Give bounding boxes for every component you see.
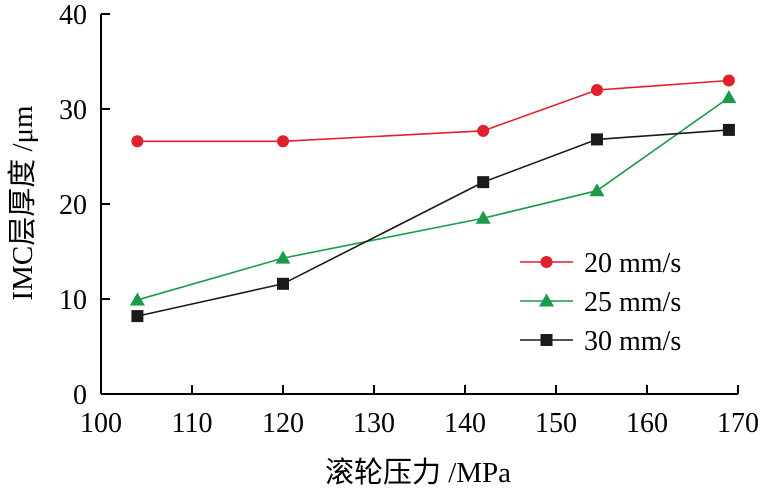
data-point <box>129 292 145 306</box>
series-3 <box>131 123 735 323</box>
legend-label: 20 mm/s <box>584 248 681 279</box>
plot-axes: 0 10 20 30 40 100 110 120 130 140 150 160 170 <box>59 0 759 439</box>
series-line <box>137 79 729 143</box>
legend-marker <box>539 293 554 307</box>
x-tick-label: 160 <box>626 408 668 439</box>
legend-label: 30 mm/s <box>584 326 681 357</box>
data-point <box>477 124 490 137</box>
y-axis-title: IMC层厚度 /μm <box>6 105 39 301</box>
legend-item: 25 mm/s <box>520 287 681 318</box>
data-point <box>721 90 737 104</box>
x-tick-label: 100 <box>80 408 122 439</box>
legend-marker <box>540 256 553 268</box>
data-point <box>589 183 605 197</box>
legend: 20 mm/s 25 mm/s 30 mm/s <box>520 248 681 357</box>
data-point <box>722 123 735 136</box>
legend-label: 25 mm/s <box>584 287 681 318</box>
series-2 <box>129 90 737 306</box>
data-point <box>722 74 735 87</box>
x-axis-title: 滚轮压力 /MPa <box>325 456 511 489</box>
data-point <box>475 210 491 224</box>
y-tick-label: 10 <box>59 285 87 316</box>
x-tick-label: 150 <box>535 408 577 439</box>
data-point <box>131 310 144 323</box>
series-layer <box>129 74 737 323</box>
y-tick-label: 0 <box>73 380 87 411</box>
x-tick-label: 130 <box>353 408 395 439</box>
data-point <box>590 84 603 96</box>
y-tick-label: 30 <box>59 95 87 126</box>
series-1 <box>131 74 735 148</box>
data-point <box>590 133 603 146</box>
x-tick-label: 120 <box>262 408 304 439</box>
x-tick-label: 140 <box>444 408 486 439</box>
y-tick-label: 40 <box>59 0 87 31</box>
x-tick-label: 110 <box>172 408 213 439</box>
data-point <box>131 135 144 148</box>
legend-marker <box>540 334 553 346</box>
data-point <box>277 135 289 148</box>
data-point <box>477 176 490 189</box>
y-tick-label: 20 <box>59 190 87 221</box>
x-tick-label: 170 <box>717 408 759 439</box>
legend-item: 30 mm/s <box>520 326 681 357</box>
data-point <box>275 250 291 264</box>
legend-item: 20 mm/s <box>520 248 681 279</box>
data-point <box>277 277 289 290</box>
